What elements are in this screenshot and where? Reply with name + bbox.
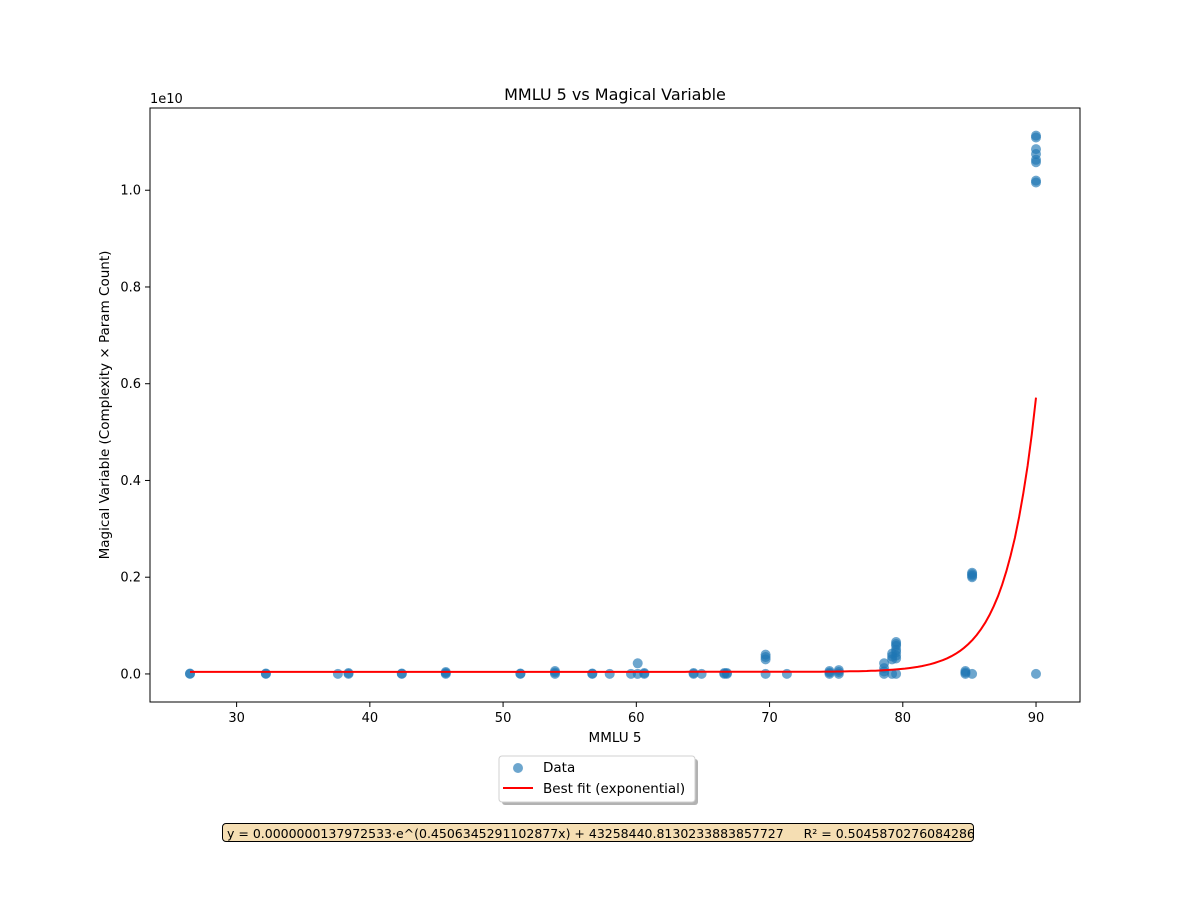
x-tick-label: 80 bbox=[895, 711, 912, 726]
x-tick-label: 40 bbox=[362, 711, 379, 726]
y-tick-label: 1.0 bbox=[120, 184, 141, 199]
legend: Data Best fit (exponential) bbox=[498, 755, 698, 805]
data-point bbox=[1031, 668, 1041, 679]
plot-frame bbox=[149, 107, 1081, 703]
y-tick-label: 0.4 bbox=[120, 474, 141, 489]
data-point bbox=[332, 668, 343, 679]
data-point bbox=[587, 668, 598, 679]
data-point bbox=[260, 668, 271, 679]
data-point bbox=[632, 658, 643, 669]
y-tick-label: 0.0 bbox=[120, 667, 141, 682]
x-axis-ticks: 30 40 50 60 70 80 90 bbox=[228, 702, 1044, 726]
data-point bbox=[760, 649, 771, 660]
legend-fit-label: Best fit (exponential) bbox=[543, 781, 685, 797]
data-point bbox=[833, 665, 844, 676]
data-point bbox=[879, 658, 890, 669]
x-tick-label: 70 bbox=[761, 711, 778, 726]
x-tick-label: 50 bbox=[495, 711, 512, 726]
data-point bbox=[696, 668, 707, 679]
legend-data-label: Data bbox=[543, 760, 575, 776]
data-point bbox=[781, 668, 792, 679]
legend-box bbox=[498, 755, 696, 803]
data-point bbox=[185, 668, 195, 679]
data-point bbox=[343, 668, 354, 678]
data-point bbox=[891, 637, 902, 647]
equation-annotation: y = 0.0000000137972533·e^(0.450634529110… bbox=[222, 823, 974, 842]
data-point bbox=[396, 668, 407, 679]
y-axis-title: Magical Variable (Complexity × Param Cou… bbox=[97, 251, 113, 560]
plot-background bbox=[150, 108, 1080, 702]
data-point bbox=[639, 668, 650, 678]
data-point bbox=[721, 668, 732, 678]
y-tick-label: 0.8 bbox=[120, 280, 141, 295]
data-point bbox=[967, 567, 978, 578]
x-tick-label: 60 bbox=[628, 711, 645, 726]
fit-curve bbox=[190, 397, 1037, 673]
data-point bbox=[1031, 130, 1041, 141]
y-tick-label: 0.6 bbox=[120, 377, 141, 392]
data-point bbox=[891, 668, 902, 679]
data-point bbox=[1031, 175, 1041, 186]
y-axis-ticks: 0.0 0.2 0.4 0.6 0.8 1.0 bbox=[120, 184, 150, 682]
x-axis-title: MMLU 5 bbox=[589, 730, 642, 746]
legend-data-marker bbox=[513, 763, 523, 773]
data-point bbox=[1031, 144, 1041, 155]
chart-title: MMLU 5 vs Magical Variable bbox=[504, 85, 726, 104]
x-tick-label: 30 bbox=[228, 711, 245, 726]
data-point bbox=[515, 668, 526, 679]
y-offset-label: 1e10 bbox=[150, 92, 183, 107]
data-point bbox=[760, 668, 771, 679]
data-point bbox=[967, 668, 978, 679]
y-tick-label: 0.2 bbox=[120, 571, 141, 586]
data-point bbox=[604, 668, 615, 679]
x-tick-label: 90 bbox=[1028, 711, 1045, 726]
data-point bbox=[688, 668, 699, 678]
